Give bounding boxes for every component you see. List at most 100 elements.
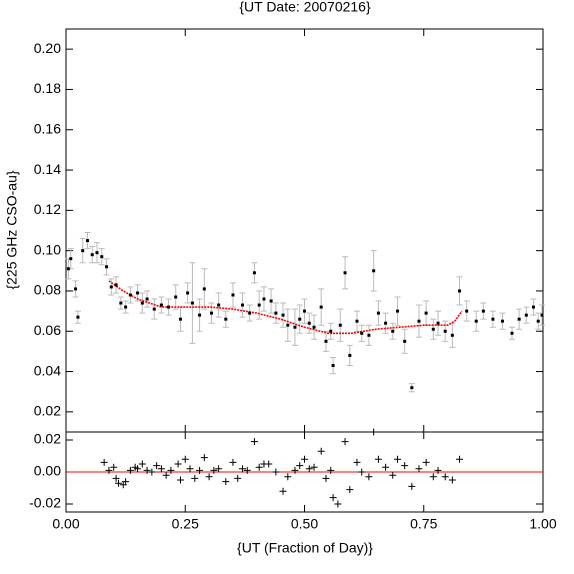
point [481, 309, 485, 313]
residual-point [284, 473, 292, 481]
residual-point [162, 471, 170, 479]
residual-point [143, 466, 151, 474]
residual-point [114, 479, 122, 487]
residual-point [100, 458, 108, 466]
residual-point [200, 454, 208, 462]
x-tick-label: 0.00 [52, 516, 79, 532]
residual-point [422, 458, 430, 466]
point [281, 313, 285, 317]
point [403, 339, 407, 343]
residual-point [265, 460, 273, 468]
point [167, 305, 171, 309]
x-tick-label: 0.50 [291, 516, 318, 532]
y-tick-label: 0.02 [34, 403, 61, 419]
y-tick-label: -0.02 [29, 495, 61, 511]
point [159, 303, 163, 307]
residual-point [441, 473, 449, 481]
point [500, 319, 504, 323]
point [231, 293, 235, 297]
residual-point [215, 465, 223, 473]
residual-point [370, 428, 378, 436]
residual-point [353, 458, 361, 466]
point [450, 333, 454, 337]
point [198, 313, 202, 317]
residual-point [148, 468, 156, 476]
point [66, 267, 70, 271]
chart-title: {UT Date: 20070216} [239, 0, 371, 15]
residual-point [317, 447, 325, 455]
residual-point [167, 466, 175, 474]
y-tick-label: 0.02 [34, 431, 61, 447]
residual-point [305, 465, 313, 473]
residual-point [234, 474, 242, 482]
residual-point [243, 466, 251, 474]
y-tick-label: 0.00 [34, 463, 61, 479]
point [298, 317, 302, 321]
residual-point [250, 438, 258, 446]
residual-point [322, 474, 330, 482]
x-tick-label: 0.25 [172, 516, 199, 532]
residual-point [329, 494, 337, 502]
residual-point [334, 500, 342, 508]
point [152, 307, 156, 311]
y-tick-label: 0.20 [34, 40, 61, 56]
x-axis-label: {UT (Fraction of Day)} [237, 540, 373, 556]
residual-point [296, 462, 304, 470]
point [119, 301, 123, 305]
point [257, 303, 261, 307]
point [76, 315, 80, 319]
point [100, 255, 104, 259]
point [458, 289, 462, 293]
y-tick-label: 0.10 [34, 241, 61, 257]
residual-point [448, 476, 456, 484]
x-tick-label: 0.75 [410, 516, 437, 532]
point [329, 329, 333, 333]
point [262, 297, 266, 301]
point [348, 353, 352, 357]
residual-point [374, 455, 382, 463]
y-tick-label: 0.04 [34, 362, 61, 378]
residual-point [365, 473, 373, 481]
x-tick-label: 1.00 [529, 516, 556, 532]
point [312, 325, 316, 329]
point [491, 317, 495, 321]
residual-point [382, 463, 390, 471]
point [202, 287, 206, 291]
point [248, 311, 252, 315]
y-tick-label: 0.14 [34, 161, 61, 177]
point [396, 309, 400, 313]
point [343, 271, 347, 275]
point [376, 311, 380, 315]
point [240, 303, 244, 307]
point [372, 269, 376, 273]
y-tick-label: 0.16 [34, 120, 61, 136]
point [443, 329, 447, 333]
point [90, 253, 94, 257]
point [524, 313, 528, 317]
residual-point [110, 463, 118, 471]
point [338, 323, 342, 327]
residual-point [456, 455, 464, 463]
point [109, 285, 113, 289]
residual-point [126, 466, 134, 474]
point [307, 321, 311, 325]
residual-point [176, 476, 184, 484]
point [286, 323, 290, 327]
residual-point [434, 466, 442, 474]
residual-point [429, 473, 437, 481]
point [274, 311, 278, 315]
residual-point [205, 473, 213, 481]
residual-point [301, 455, 308, 463]
residual-point [112, 474, 120, 482]
residual-point [138, 460, 146, 468]
residual-point [174, 460, 182, 468]
point [74, 287, 78, 291]
residual-point [157, 465, 165, 473]
residual-point [415, 465, 423, 473]
point [269, 299, 273, 303]
point [95, 251, 99, 255]
residual-point [153, 462, 161, 470]
point [186, 291, 190, 295]
point [224, 317, 228, 321]
point [324, 339, 328, 343]
